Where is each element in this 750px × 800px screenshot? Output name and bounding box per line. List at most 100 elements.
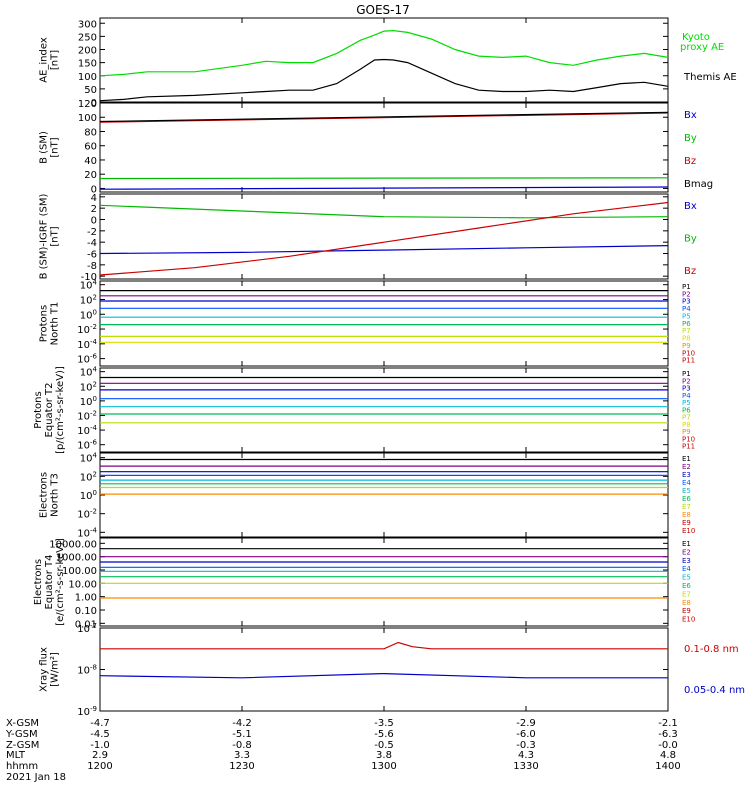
panel-elec3: 10-4 10-2 100 102 104 Electrons North T3 E1E2E3… bbox=[39, 452, 696, 540]
legend-label: E9 bbox=[682, 607, 691, 615]
series-by bbox=[99, 204, 669, 219]
y-tick-label: 10000.00 bbox=[49, 539, 97, 550]
y-axis-label: Electrons bbox=[39, 472, 50, 518]
y-tick-label: 102 bbox=[80, 470, 97, 483]
legend-label: E10 bbox=[682, 616, 695, 624]
y-tick-label: -2 bbox=[87, 227, 97, 238]
plot-date: 2021 Jan 18 bbox=[6, 772, 66, 783]
y-tick-label: -10 bbox=[81, 272, 97, 283]
y-tick-label: 100.00 bbox=[62, 566, 97, 577]
panel-frame bbox=[99, 537, 669, 627]
bottom-value: -0.8 bbox=[232, 740, 252, 751]
y-tick-label: 4 bbox=[91, 193, 97, 204]
y-tick-label: 104 bbox=[80, 279, 98, 292]
y-axis-label: Equator T2 bbox=[44, 383, 55, 438]
legend-label: P4 bbox=[682, 392, 691, 400]
y-axis-label: [p/(cm²-s-sr-keV)] bbox=[55, 366, 66, 454]
legend-label: E7 bbox=[682, 590, 691, 598]
y-axis-label: Protons bbox=[33, 391, 44, 428]
bottom-row-label: MLT bbox=[6, 750, 26, 761]
y-tick-label: 1000.00 bbox=[56, 553, 97, 564]
legend-label: E3 bbox=[682, 557, 691, 565]
bottom-value: 4.3 bbox=[518, 750, 534, 761]
series-kyoto-proxy-ae bbox=[99, 29, 669, 77]
plot-title: GOES-17 bbox=[356, 3, 410, 17]
legend-label: P9 bbox=[682, 342, 691, 350]
y-tick-label: 10-6 bbox=[77, 353, 97, 366]
legend-label: P11 bbox=[682, 443, 695, 451]
y-tick-label: 200 bbox=[78, 46, 97, 57]
y-tick-label: 102 bbox=[80, 380, 97, 393]
y-axis-label: Electrons bbox=[33, 559, 44, 605]
bottom-value: -1.0 bbox=[90, 740, 110, 751]
bottom-value: 3.3 bbox=[234, 750, 250, 761]
bottom-value: -5.6 bbox=[374, 729, 394, 740]
y-tick-label: 150 bbox=[78, 59, 97, 70]
legend-label: P8 bbox=[682, 335, 691, 343]
y-tick-label: 104 bbox=[80, 366, 98, 379]
y-tick-label: -6 bbox=[87, 250, 97, 261]
legend-label: Bmag bbox=[684, 179, 713, 190]
legend-label: E2 bbox=[682, 548, 691, 556]
y-axis-label: [nT] bbox=[50, 137, 61, 157]
panel-frame bbox=[99, 627, 669, 712]
y-axis-label: Protons bbox=[39, 305, 50, 342]
y-tick-label: 10-2 bbox=[77, 508, 97, 521]
y-tick-label: 10-4 bbox=[77, 338, 97, 351]
y-tick-label: 20 bbox=[84, 170, 97, 181]
bottom-row-label: Z-GSM bbox=[6, 740, 39, 751]
bottom-value: 2.9 bbox=[92, 750, 108, 761]
y-tick-label: 104 bbox=[80, 452, 98, 465]
legend-label: E6 bbox=[682, 495, 691, 503]
legend-label: P10 bbox=[682, 349, 695, 357]
series-bz bbox=[99, 112, 669, 123]
bottom-value: 1300 bbox=[371, 761, 396, 772]
bottom-value: -2.9 bbox=[516, 718, 536, 729]
legend-label: E9 bbox=[682, 519, 691, 527]
legend-label: E5 bbox=[682, 574, 691, 582]
panel-xray: 10-9 10-8 10-7 Xray flux [W/m²] 0.1-0.8 nm 0.0… bbox=[39, 622, 746, 718]
legend-label: E3 bbox=[682, 471, 691, 479]
legend-label: P9 bbox=[682, 428, 691, 436]
legend-label: Bz bbox=[684, 156, 696, 167]
y-tick-label: 120 bbox=[78, 99, 97, 110]
bottom-value: -4.7 bbox=[90, 718, 110, 729]
series-0-05-0-4-nm bbox=[99, 672, 668, 679]
y-tick-label: 0 bbox=[91, 184, 97, 195]
y-tick-label: 100 bbox=[78, 113, 97, 124]
panel-bsm: 0 20 40 60 80 100 120 B (SM) [nT] Bx By Bz Bmag bbox=[39, 99, 714, 195]
bottom-value: 1230 bbox=[229, 761, 254, 772]
legend-label: E4 bbox=[682, 565, 691, 573]
y-tick-label: 0 bbox=[91, 98, 97, 109]
y-tick-label: 300 bbox=[78, 19, 97, 30]
bottom-value: -3.5 bbox=[374, 718, 394, 729]
legend-label: P3 bbox=[682, 385, 691, 393]
panel-ae: 0 50 100 150 200 250 300 AE_index [nT] Kyotoproxy… bbox=[39, 17, 737, 109]
legend-label: Themis AE bbox=[683, 72, 737, 83]
legend-label: P1 bbox=[682, 283, 691, 291]
panel-frame bbox=[99, 193, 669, 280]
y-tick-label: 100 bbox=[80, 395, 97, 408]
legend-label: E2 bbox=[682, 463, 691, 471]
y-tick-label: 1.00 bbox=[75, 593, 97, 604]
y-axis-label: Equator T4 bbox=[44, 555, 55, 610]
legend-label: E4 bbox=[682, 479, 691, 487]
y-tick-label: 50 bbox=[84, 85, 97, 96]
series-themis-ae bbox=[99, 58, 669, 102]
y-tick-label: 250 bbox=[78, 32, 97, 43]
bottom-row-label: Y-GSM bbox=[5, 729, 38, 740]
y-tick-label: 100 bbox=[78, 72, 97, 83]
bottom-row-label: X-GSM bbox=[6, 718, 39, 729]
legend-label: P7 bbox=[682, 414, 691, 422]
legend-label: Bx bbox=[684, 201, 697, 212]
legend-label: E7 bbox=[682, 503, 691, 511]
legend-label: P4 bbox=[682, 305, 691, 313]
bottom-value: -0.0 bbox=[658, 740, 678, 751]
bottom-value: -0.5 bbox=[374, 740, 394, 751]
y-tick-label: -4 bbox=[87, 238, 97, 249]
panel-frame bbox=[99, 367, 669, 453]
